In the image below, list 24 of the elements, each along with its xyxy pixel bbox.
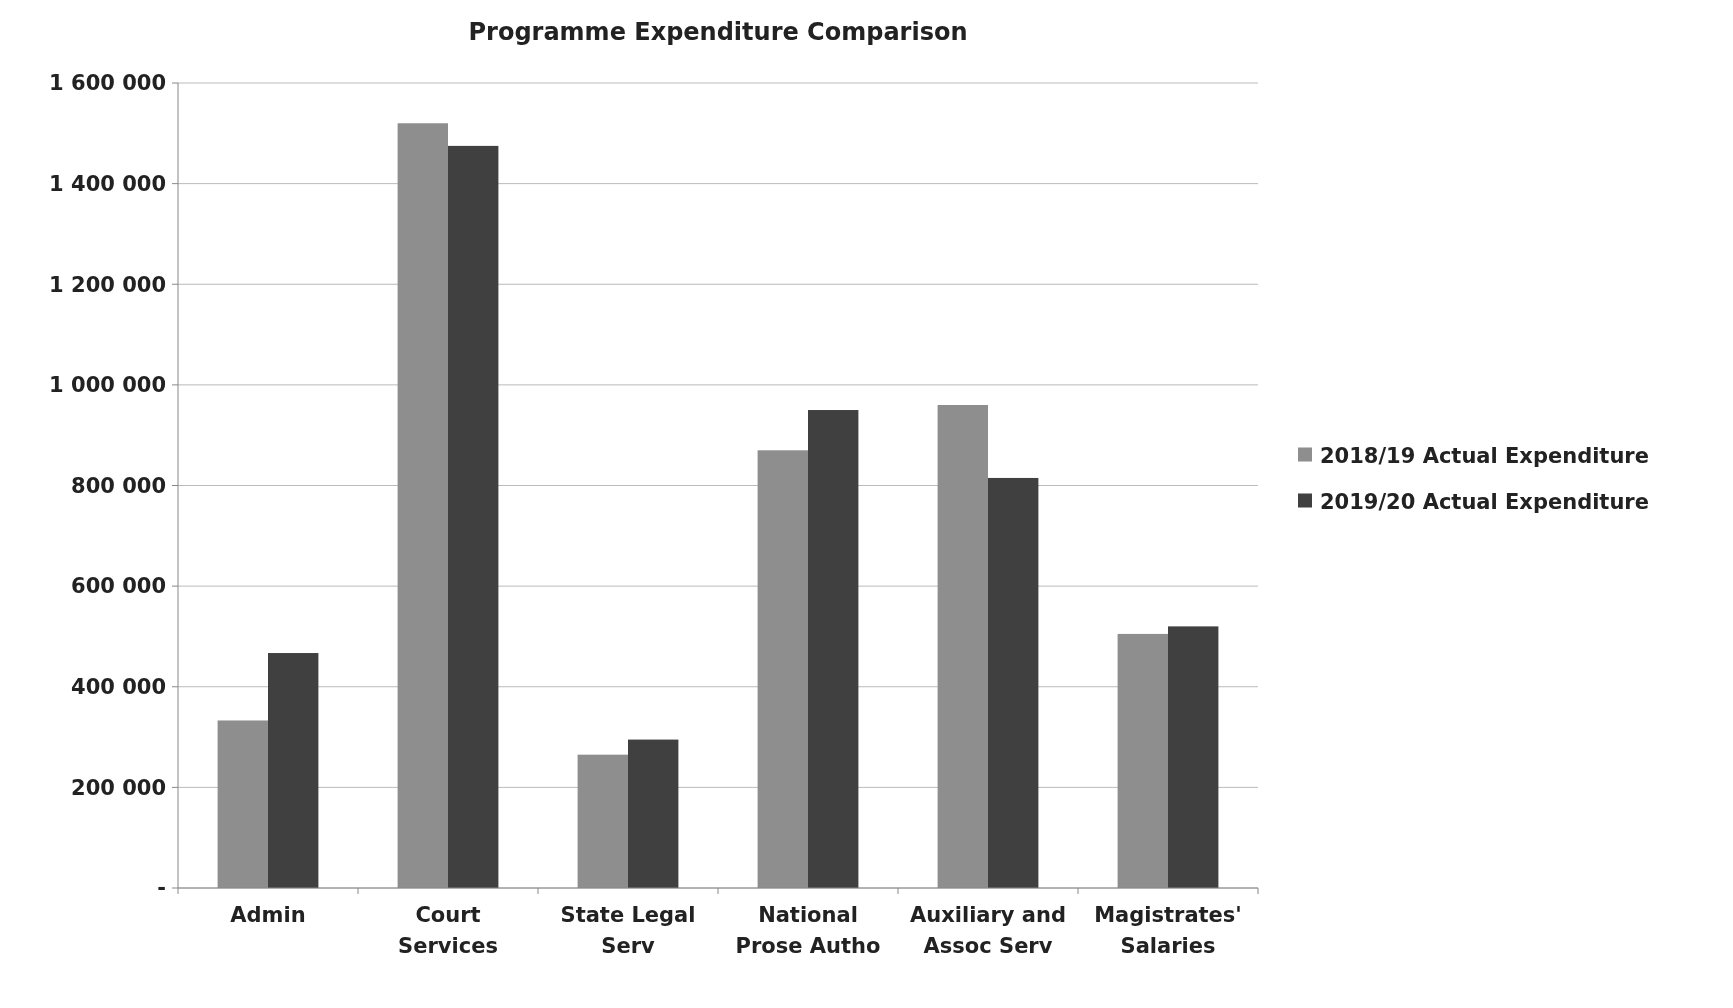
x-tick-label: Admin xyxy=(230,903,306,927)
legend-label: 2019/20 Actual Expenditure xyxy=(1320,489,1649,514)
bar xyxy=(268,653,319,888)
bar xyxy=(448,145,499,888)
y-tick-label: 1 400 000 xyxy=(49,171,166,196)
bar xyxy=(988,477,1039,888)
x-tick-label: National Prose Autho xyxy=(735,903,881,958)
y-tick-label: - xyxy=(157,876,166,901)
y-tick-label: 1 600 000 xyxy=(49,71,166,96)
y-tick-label: 1 000 000 xyxy=(49,373,166,398)
x-tick-label: Court Services xyxy=(398,903,498,958)
bar xyxy=(628,739,679,888)
bar xyxy=(1168,626,1219,888)
legend-label: 2018/19 Actual Expenditure xyxy=(1320,443,1649,468)
chart-title: Programme Expenditure Comparison xyxy=(468,18,968,46)
y-tick-label: 600 000 xyxy=(71,574,166,599)
x-tick-label: Auxiliary and Assoc Serv xyxy=(909,903,1067,958)
y-tick-label: 200 000 xyxy=(71,775,166,800)
y-tick-label: 800 000 xyxy=(71,473,166,498)
y-tick-label: 1 200 000 xyxy=(49,272,166,297)
bar xyxy=(808,410,859,888)
x-tick-label: Magistrates' Salaries xyxy=(1094,903,1242,958)
x-tick-label: State Legal Serv xyxy=(560,903,696,958)
y-tick-label: 400 000 xyxy=(71,675,166,700)
